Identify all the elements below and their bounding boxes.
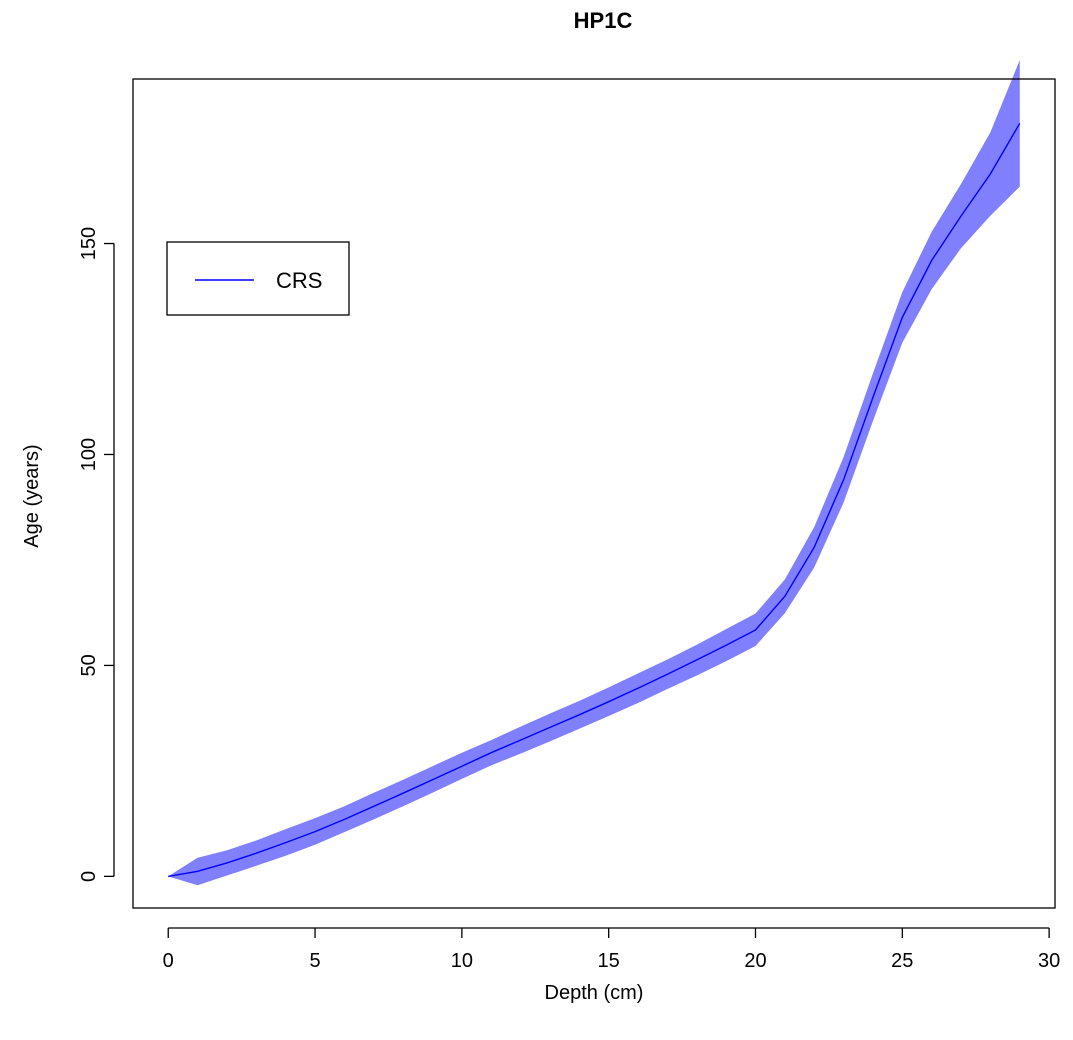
y-axis-label: Age (years) [21, 444, 43, 547]
y-tick-label: 50 [78, 654, 100, 676]
legend-label-crs: CRS [276, 268, 322, 293]
legend: CRS [166, 241, 350, 316]
x-tick-label: 0 [163, 950, 174, 972]
y-tick-label: 100 [78, 438, 100, 471]
x-axis: 0 5 10 15 20 25 30 [163, 927, 1060, 972]
plot-area [168, 60, 1021, 886]
chart-title: HP1C [574, 8, 633, 33]
x-tick-label: 5 [309, 950, 320, 972]
x-axis-label: Depth (cm) [545, 982, 644, 1004]
series-line-0 [168, 122, 1021, 878]
x-tick-label: 25 [891, 950, 913, 972]
plot-frame [132, 78, 1056, 909]
y-tick-label: 150 [78, 227, 100, 260]
y-axis: 0 50 100 150 [78, 227, 115, 882]
x-tick-label: 15 [598, 950, 620, 972]
x-tick-label: 10 [451, 950, 473, 972]
x-tick-label: 20 [744, 950, 766, 972]
x-tick-label: 30 [1038, 950, 1060, 972]
legend-box [166, 241, 350, 316]
confidence-band-0 [168, 60, 1020, 886]
y-tick-label: 0 [78, 871, 100, 882]
